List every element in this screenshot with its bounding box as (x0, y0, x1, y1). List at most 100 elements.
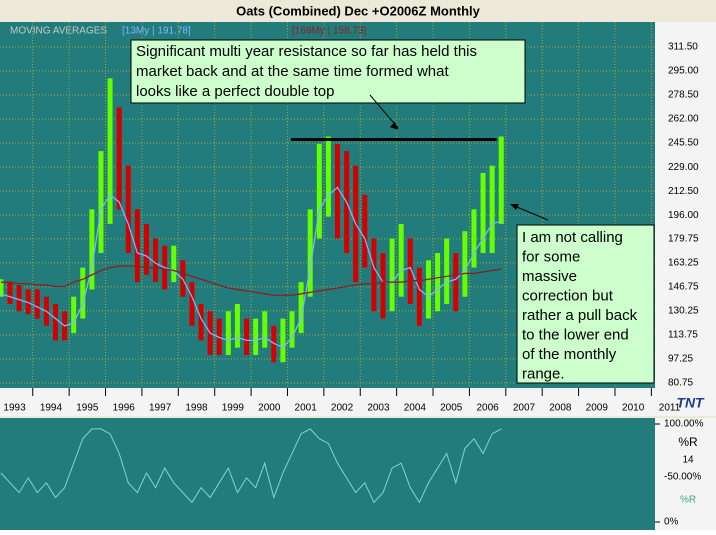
price-bar (253, 318, 259, 355)
y-tick-label: 80.75 (668, 378, 693, 389)
price-bar (143, 223, 149, 275)
price-bar (80, 267, 86, 319)
y-tick-label: 130.25 (668, 306, 699, 317)
price-bar (362, 194, 368, 268)
x-tick-label: 2006 (476, 403, 499, 414)
oscillator-line (0, 428, 502, 504)
indicator-name: %R (678, 435, 698, 449)
x-tick-label: 2011 (659, 403, 681, 414)
price-bar (16, 285, 22, 312)
oscillator-axis (655, 418, 716, 530)
price-bar (280, 318, 286, 363)
price-bar (171, 245, 177, 283)
annotation: Significant multi year resistance so far… (136, 43, 477, 60)
y-tick-label: 0% (664, 517, 679, 528)
price-bar (225, 311, 231, 355)
price-bar (125, 165, 131, 254)
price-bar (425, 260, 431, 319)
price-bar (198, 304, 204, 341)
y-tick-label: 212.50 (668, 186, 699, 197)
price-bar (153, 238, 159, 283)
price-bar (398, 223, 404, 297)
price-bar (289, 311, 295, 348)
y-tick-label: 262.00 (668, 114, 699, 125)
price-bar (25, 289, 31, 315)
price-bar (116, 107, 122, 210)
indicator-legend: %R (680, 495, 696, 506)
y-tick-label: 311.50 (668, 42, 698, 53)
annotation: looks like a perfect double top (136, 83, 334, 100)
price-axis (655, 22, 716, 388)
price-bar (262, 311, 268, 348)
chart-title: Oats (Combined) Dec +O2006Z Monthly (236, 3, 481, 18)
x-tick-label: 1999 (222, 403, 245, 414)
annotation-group: I am not calling for some massive correctio… (522, 229, 638, 383)
price-bar (316, 143, 322, 239)
price-bar (489, 165, 495, 254)
price-bar (416, 267, 422, 326)
y-tick-label: 100.00% (664, 419, 704, 430)
x-tick-label: 1994 (40, 403, 63, 414)
y-tick-label: 179.75 (668, 233, 699, 244)
oscillator-plot: 100.00% 0% -50.00% %R 14 %R (0, 419, 704, 528)
y-tick-label: 196.00 (668, 210, 699, 221)
x-tick-label: 2001 (295, 403, 318, 414)
price-bar (52, 304, 58, 341)
price-bar (298, 282, 304, 334)
oscillator-panel (0, 418, 655, 530)
moving-average (0, 265, 502, 296)
price-bar (480, 172, 486, 254)
annotation: massive (522, 268, 577, 285)
price-bar (216, 318, 222, 355)
price-bar (407, 238, 413, 305)
price-bar (71, 296, 77, 334)
annotation: range. (522, 365, 565, 382)
arrow (511, 204, 549, 221)
indicator-period: 14 (682, 455, 694, 466)
x-tick-label: 2002 (331, 403, 354, 414)
price-bar (435, 253, 441, 312)
moving-average (0, 186, 502, 349)
price-bar (271, 325, 277, 363)
price-bar (7, 282, 13, 305)
annotation: for some (522, 248, 580, 265)
price-bar (189, 282, 195, 326)
price-bar (462, 231, 468, 297)
x-tick-label: 1996 (113, 403, 136, 414)
annotation: I am not calling (522, 229, 623, 246)
x-tick-label: 2007 (513, 403, 536, 414)
arrow-head (390, 122, 398, 130)
y-tick-label: 278.50 (668, 90, 699, 101)
price-bar (89, 209, 95, 290)
price-bar (453, 253, 459, 312)
price-bar (471, 209, 477, 268)
price-bar (444, 238, 450, 305)
price-bar (380, 253, 386, 319)
price-bar (244, 318, 250, 355)
x-tick-label: 2000 (258, 403, 281, 414)
x-tick-label: 1995 (76, 403, 99, 414)
x-tick-label: 2004 (404, 403, 427, 414)
y-tick-label: 163.25 (668, 258, 699, 269)
x-tick-label: 1998 (185, 403, 208, 414)
y-tick-label: 295.00 (668, 66, 699, 77)
annotation: of the monthly (522, 346, 617, 363)
x-axis (0, 388, 716, 416)
x-tick-label: 2005 (440, 403, 463, 414)
logo: TNT (676, 395, 705, 411)
price-bar (371, 238, 377, 312)
y-tick-label: 113.75 (668, 330, 698, 341)
annotation: market back and at the same time formed … (136, 63, 449, 80)
price-bar (498, 136, 504, 224)
price-bar (307, 209, 313, 297)
x-tick-label: 2008 (549, 403, 572, 414)
price-bar (34, 289, 40, 319)
x-tick-label: 2010 (622, 403, 645, 414)
price-bar (0, 279, 4, 297)
annotation-box (130, 39, 526, 104)
price-bar (134, 209, 140, 283)
price-bar (325, 136, 331, 217)
arrow-head (510, 204, 519, 210)
x-tick-label: 1993 (3, 403, 26, 414)
